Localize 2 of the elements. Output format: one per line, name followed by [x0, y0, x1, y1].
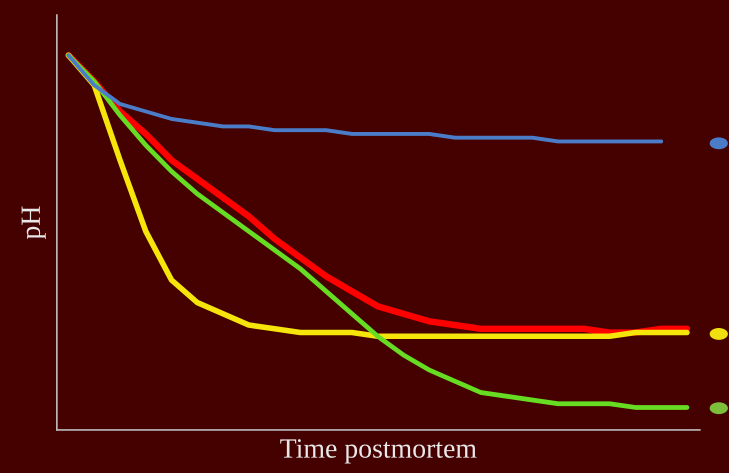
- y-axis-title: pH: [22, 206, 46, 240]
- x-axis-title: Time postmortem: [280, 439, 477, 464]
